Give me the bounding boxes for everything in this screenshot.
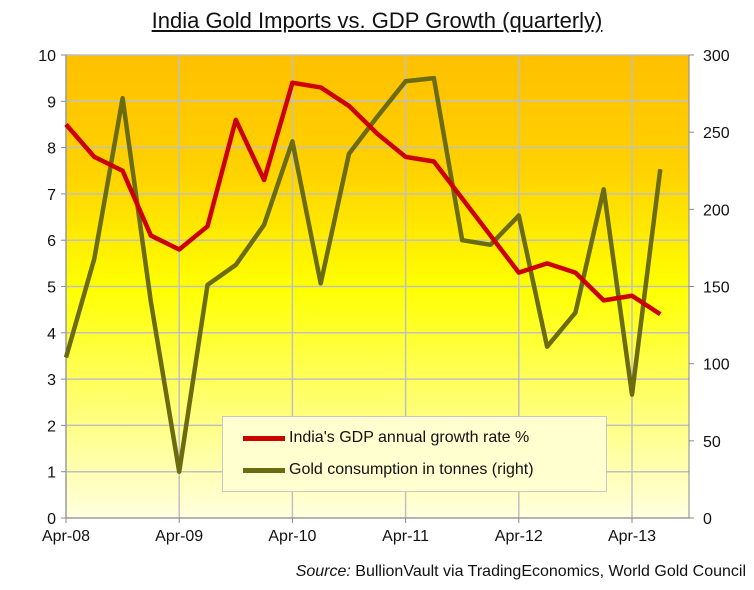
left-tick-label: 7 xyxy=(47,187,56,204)
source-text: BullionVault via TradingEconomics, World… xyxy=(355,563,746,580)
left-tick-label: 1 xyxy=(47,465,56,482)
right-tick-label: 200 xyxy=(703,202,730,219)
legend-item-gold: Gold consumption in tonnes (right) xyxy=(243,459,534,481)
right-tick-label: 50 xyxy=(703,434,721,451)
chart-title: India Gold Imports vs. GDP Growth (quart… xyxy=(151,8,603,33)
right-tick-label: 100 xyxy=(703,357,730,374)
x-tick-label: Apr-13 xyxy=(608,528,656,545)
left-tick-label: 6 xyxy=(47,233,56,250)
x-tick-label: Apr-12 xyxy=(495,528,543,545)
legend-swatch-gold xyxy=(243,467,285,473)
x-tick-label: Apr-09 xyxy=(155,528,203,545)
left-tick-label: 4 xyxy=(47,326,56,343)
x-tick-label: Apr-10 xyxy=(268,528,316,545)
legend: India's GDP annual growth rate % Gold co… xyxy=(222,416,607,492)
source-label: Source: xyxy=(295,563,351,580)
right-tick-label: 0 xyxy=(703,511,712,528)
left-tick-label: 2 xyxy=(47,418,56,435)
right-tick-label: 150 xyxy=(703,280,730,297)
series-line-gold xyxy=(63,75,663,474)
left-tick-label: 0 xyxy=(47,511,56,528)
source-note: Source: BullionVault via TradingEconomic… xyxy=(296,563,746,581)
left-tick-label: 3 xyxy=(47,372,56,389)
left-tick-label: 10 xyxy=(38,48,56,65)
legend-item-gdp: India's GDP annual growth rate % xyxy=(243,427,529,449)
x-tick-label: Apr-08 xyxy=(42,528,90,545)
legend-swatch-gdp xyxy=(243,435,285,441)
right-tick-label: 250 xyxy=(703,125,730,142)
left-tick-label: 9 xyxy=(47,94,56,111)
legend-label-gold: Gold consumption in tonnes (right) xyxy=(289,461,534,478)
right-tick-label: 300 xyxy=(703,48,730,65)
series-line-gdp xyxy=(64,80,662,317)
x-tick-label: Apr-11 xyxy=(382,528,429,545)
legend-label-gdp: India's GDP annual growth rate % xyxy=(289,429,530,446)
left-tick-label: 5 xyxy=(47,280,56,297)
left-tick-label: 8 xyxy=(47,141,56,158)
